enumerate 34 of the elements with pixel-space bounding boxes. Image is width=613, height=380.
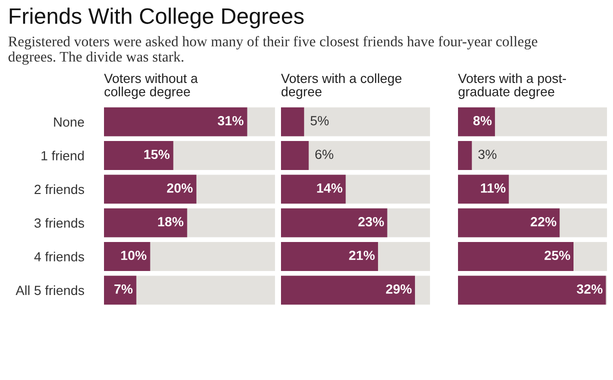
data-label: 8% [473,116,492,126]
data-label: 14% [317,183,342,193]
data-label: 22% [530,217,556,226]
x-axis-title: Voters with a post- graduate degree [458,73,566,99]
data-label: 6% [315,150,334,160]
data-label: 18% [158,217,184,226]
data-label: 21% [349,250,375,260]
data-label: 20% [167,183,193,193]
data-label: 31% [218,116,244,126]
chart-subtitle: Registered voters were asked how many of their five closest friends have four-year college degrees. The divide was stark. [8,36,538,65]
data-label: 3% [478,150,496,160]
bar [458,107,495,136]
bar [281,107,304,136]
data-label: 7% [114,284,133,294]
x-axis-title: Voters without a college degree [104,73,198,99]
bar [281,141,309,170]
y-tick-label: 4 friends [34,252,84,262]
chart-title: Friends With College Degrees [10,8,304,28]
bar [458,141,472,170]
data-label: 25% [544,250,570,260]
y-tick-label: 1 friend [42,150,84,160]
y-tick-label: All 5 friends [16,285,84,296]
y-tick-label: None [54,118,84,127]
data-label: 10% [121,250,146,260]
bar [104,276,136,305]
data-label: 11% [480,183,506,193]
y-tick-label: 2 friends [34,184,84,194]
x-axis-title: Voters with a college degree [281,73,402,99]
data-label: 5% [310,116,329,126]
data-label: 32% [576,284,603,294]
data-label: 23% [358,217,384,226]
data-label: 15% [144,150,170,160]
data-label: 29% [386,284,412,294]
y-tick-label: 3 friends [34,218,84,228]
